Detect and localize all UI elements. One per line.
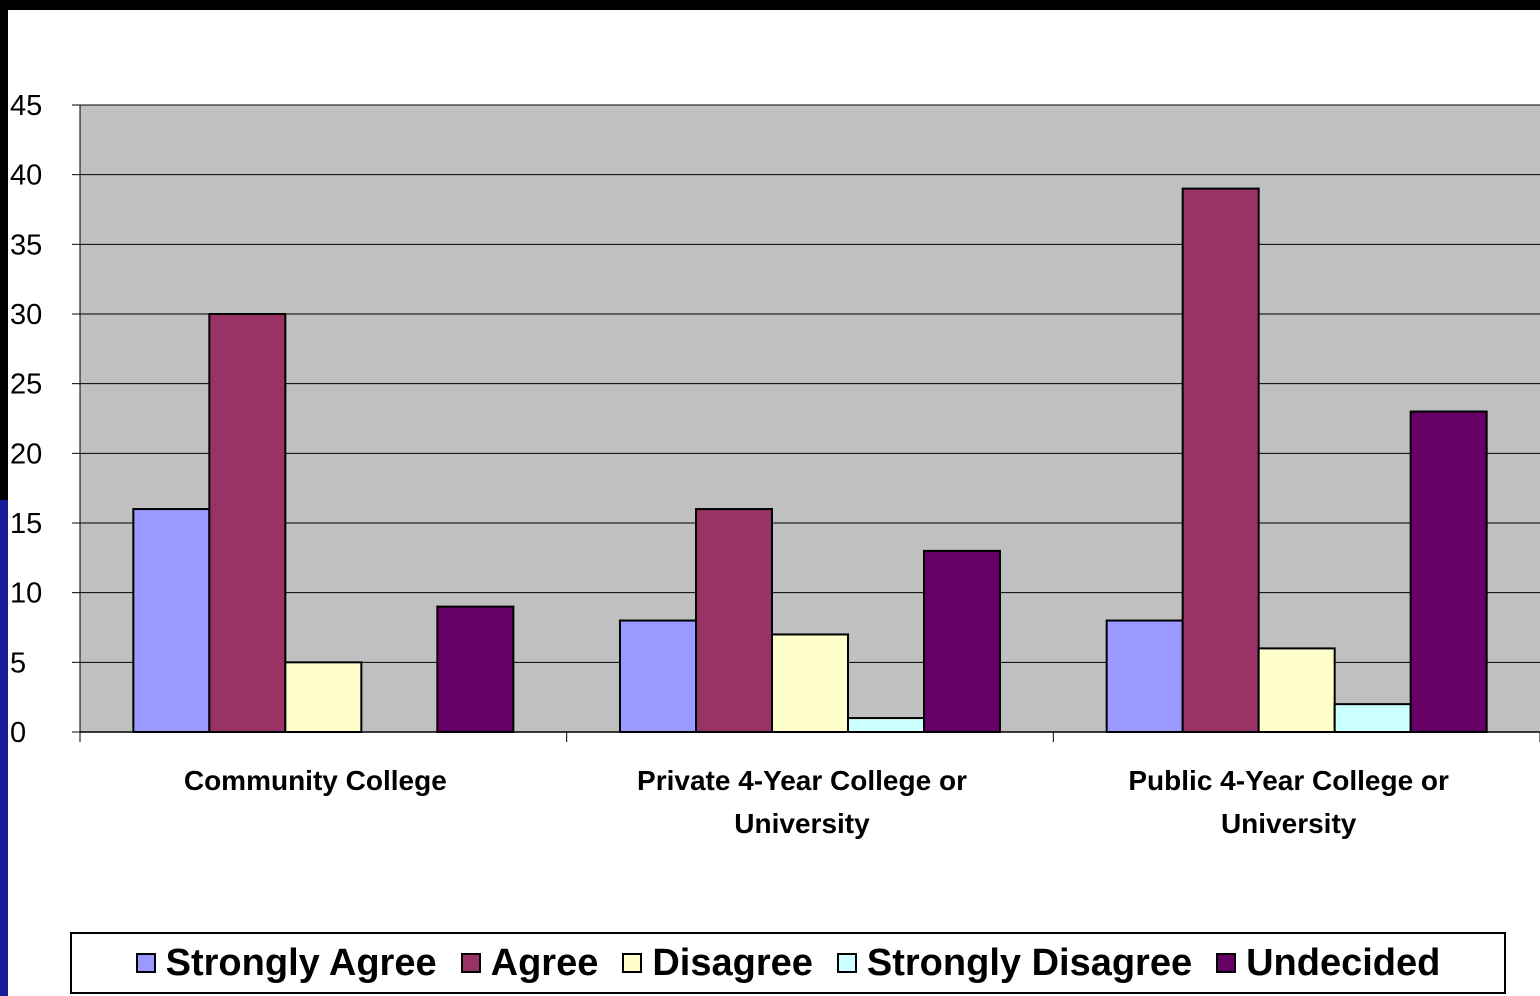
bar-strongly-agree	[1105, 619, 1184, 733]
bar-agree	[1181, 187, 1260, 734]
legend-swatch	[622, 953, 643, 973]
y-tick-label: 0	[10, 717, 26, 749]
bar-strongly-disagree	[1333, 703, 1412, 734]
x-category-label: Public 4-Year College or University	[1128, 765, 1449, 839]
legend-label: Strongly Disagree	[866, 941, 1193, 984]
y-tick-label: 45	[10, 90, 42, 122]
bar-disagree	[284, 661, 363, 733]
legend: Strongly Agree Agree Disagree Strongly Disa…	[70, 932, 1506, 994]
bar-undecided	[436, 605, 515, 733]
legend-label: Agree	[490, 941, 599, 984]
legend-item: Agree	[460, 941, 599, 985]
bar-strongly-agree	[619, 619, 697, 733]
x-category-label: Community College	[184, 765, 447, 796]
axes	[79, 105, 1540, 742]
legend-item: Disagree	[622, 942, 813, 985]
legend-item: Undecided	[1216, 942, 1440, 985]
bar-undecided	[923, 549, 1001, 733]
bar-disagree	[771, 633, 849, 734]
legend-swatch	[1216, 953, 1237, 973]
y-tick-label: 30	[10, 299, 42, 331]
legend-item: Strongly Agree	[135, 941, 437, 985]
bar-chart: 0 5 10 15 20 25 30 35 40 45 Community College Priv…	[10, 90, 1540, 839]
bar-disagree	[1257, 647, 1336, 734]
y-tick-label: 10	[10, 578, 42, 610]
y-tick-label: 35	[10, 229, 42, 261]
y-tick-label: 15	[10, 508, 42, 540]
bar-strongly-agree	[132, 508, 211, 734]
y-axis-ticks: 0 5 10 15 20 25 30 35 40 45	[10, 90, 80, 749]
x-category-label: Private 4-Year College or University	[637, 765, 967, 839]
legend-swatch	[836, 953, 857, 973]
legend-item: Strongly Disagree	[836, 941, 1193, 985]
legend-label: Disagree	[652, 941, 813, 984]
legend-swatch	[460, 953, 481, 973]
bar-agree	[695, 508, 773, 734]
x-axis-labels: Community College Private 4-Year College …	[184, 765, 1449, 839]
bar-undecided	[1409, 410, 1488, 733]
bar-agree	[208, 313, 287, 733]
y-tick-label: 5	[10, 647, 26, 679]
bars	[132, 187, 1488, 734]
y-tick-label: 20	[10, 438, 42, 470]
plot-area	[80, 105, 1540, 732]
slide-edge-strip	[0, 500, 8, 996]
bar-strongly-disagree	[847, 717, 925, 733]
legend-label: Undecided	[1246, 941, 1441, 984]
legend-swatch	[135, 953, 156, 973]
legend-label: Strongly Agree	[165, 941, 437, 984]
y-tick-label: 25	[10, 369, 42, 401]
y-tick-label: 40	[10, 160, 42, 192]
